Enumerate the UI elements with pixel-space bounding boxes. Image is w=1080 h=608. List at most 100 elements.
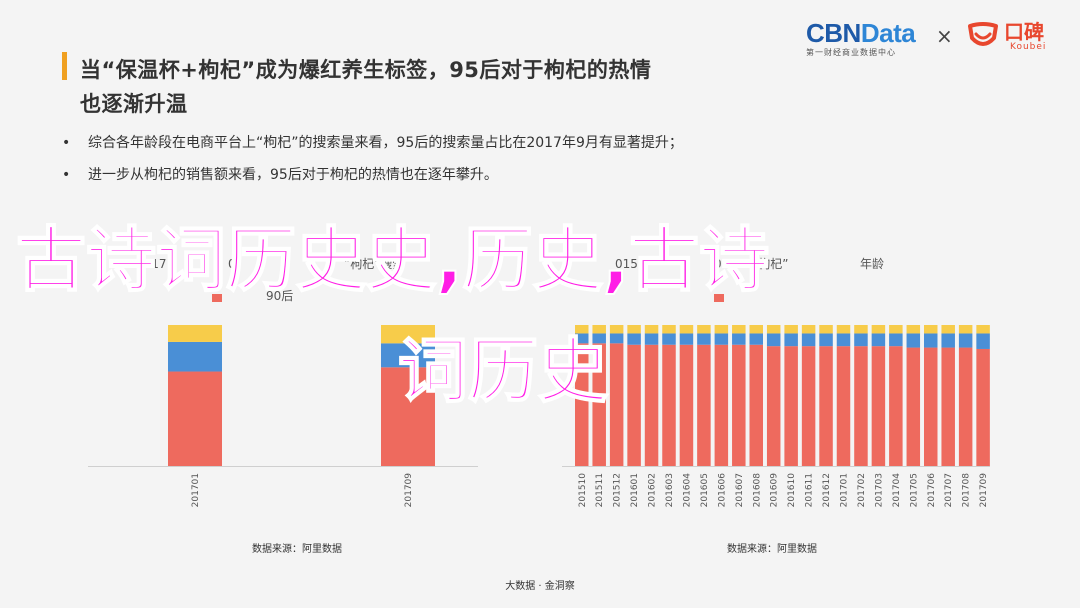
footer-slogan: 大数据 · 金洞察 xyxy=(505,581,575,592)
chart-right-bar-201601-s0 xyxy=(627,344,641,466)
chart-right-bar-201606-s1 xyxy=(714,333,729,345)
chart-right-bar-201510-s2 xyxy=(575,325,589,334)
koubei-logo-text: 口碑 xyxy=(1004,20,1044,44)
chart-right-bar-201702-s0 xyxy=(854,346,868,466)
chart-right-bar-201607-s0 xyxy=(732,344,746,466)
chart-right-bar-201602-s0 xyxy=(644,344,659,466)
bullet-2: • 进一步从枸杞的销售额来看，95后对于枸杞的热情也在逐年攀升。 xyxy=(62,167,498,183)
chart-left-bar-201701-s2 xyxy=(168,325,222,342)
bullet-1-text: 综合各年龄段在电商平台上“枸杞”的搜索量来看，95后的搜索量占比在2017年9月… xyxy=(88,135,683,151)
chart-left-title-fragment: 2017 xyxy=(136,257,167,271)
chart-right-tick-label: 201708 xyxy=(962,473,972,508)
chart-right-bar-201705-s0 xyxy=(906,347,921,466)
chart-right-bar-201704-s2 xyxy=(889,325,903,334)
chart-right-bar-201708-s0 xyxy=(958,347,973,466)
chart-left-bar-201701-s1 xyxy=(168,341,222,372)
chart-right-bar-201706-s2 xyxy=(924,325,938,334)
chart-right-bar-201601-s2 xyxy=(627,325,641,334)
chart-right-bar-201612-s2 xyxy=(819,325,833,334)
chart-right-bar-201511-s1 xyxy=(592,333,606,344)
heading-accent-bar xyxy=(62,52,67,80)
chart-right-tick-label: 201706 xyxy=(927,473,937,508)
chart-left-title-fragment: “枸杞”搜索 xyxy=(344,256,404,271)
chart-right-bar-201706-s0 xyxy=(924,347,938,466)
cbndata-logo: CBNData 第一财经商业数据中心 xyxy=(806,18,916,58)
chart-right-bar-201704-s0 xyxy=(889,346,903,466)
chart-right-tick-label: 201602 xyxy=(648,473,658,507)
chart-right-bar-201609-s1 xyxy=(766,333,781,347)
chart-right-bar-201705-s1 xyxy=(906,333,921,348)
chart-right-tick-label: 201609 xyxy=(770,473,780,508)
chart-right-bar-201612-s0 xyxy=(819,346,833,466)
chart-right-tick-label: 201709 xyxy=(979,473,989,508)
chart-right-bar-201607-s1 xyxy=(732,333,746,345)
chart-right-bar-201611-s2 xyxy=(801,325,816,334)
chart-left-bar-201701-s0 xyxy=(168,371,222,466)
chart-right-bar-201708-s1 xyxy=(958,333,973,348)
chart-right-bar-201709-s1 xyxy=(976,333,990,349)
chart-right-bar-201702-s1 xyxy=(854,333,868,347)
chart-right-bar-201701-s1 xyxy=(836,333,851,347)
chart-right-tick-label: 201606 xyxy=(717,473,727,508)
chart-left-bar-201709-s0 xyxy=(381,367,435,466)
chart-right-bar-201703-s0 xyxy=(871,346,886,466)
chart-right-bar-201601-s1 xyxy=(627,333,641,345)
chart-right-tick-label: 201612 xyxy=(822,473,832,507)
chart-right-bar-201610-s1 xyxy=(784,333,798,347)
koubei-logo-subtitle: Koubei xyxy=(1010,42,1047,52)
chart-right-tick-label: 201607 xyxy=(735,473,745,507)
cbn-logo-text: CBN xyxy=(806,18,861,48)
chart-right-bar-201703-s2 xyxy=(871,325,886,334)
chart-right-tick-label: 201605 xyxy=(700,473,710,507)
chart-right-tick-label: 201603 xyxy=(665,473,675,507)
chart-right-source: 数据来源：阿里数据 xyxy=(727,544,817,555)
chart-right-title-fragment: “枸杞” xyxy=(752,256,788,271)
bullet-1: • 综合各年龄段在电商平台上“枸杞”的搜索量来看，95后的搜索量占比在2017年9… xyxy=(62,135,683,151)
chart-right-bar-201709-s0 xyxy=(976,348,990,466)
chart-right-tick-label: 201704 xyxy=(892,473,902,508)
chart-right-title-fragment: 0 xyxy=(714,257,722,271)
partner-times-sign: × xyxy=(936,24,953,48)
chart-left-title-fragment: 90后 xyxy=(266,289,293,303)
chart-right-bar-201606-s2 xyxy=(714,325,729,334)
chart-right-bar-201701-s2 xyxy=(836,325,851,334)
chart-left-tick-label: 201709 xyxy=(404,473,414,508)
cbn-logo-subtitle: 第一财经商业数据中心 xyxy=(806,48,896,57)
chart-right-bar-201603-s2 xyxy=(662,325,676,334)
chart-left-source: 数据来源：阿里数据 xyxy=(252,544,342,555)
chart-right-tick-label: 201705 xyxy=(909,473,919,507)
chart-right-bar-201606-s0 xyxy=(714,344,729,466)
bullet-2-text: 进一步从枸杞的销售额来看，95后对于枸杞的热情也在逐年攀升。 xyxy=(88,167,498,183)
chart-right-bar-201512-s1 xyxy=(609,333,624,344)
chart-right-legend-swatch xyxy=(714,294,724,302)
chart-right-bar-201512-s2 xyxy=(609,325,624,334)
chart-left-legend-swatch xyxy=(212,294,222,302)
chart-right-tick-label: 201601 xyxy=(630,473,640,507)
chart-right-bar-201704-s1 xyxy=(889,333,903,347)
chart-right-tick-label: 201611 xyxy=(805,473,815,507)
chart-right-bar-201605-s2 xyxy=(697,325,711,334)
chart-right-tick-label: 201610 xyxy=(787,473,797,508)
chart-right-bar-201605-s1 xyxy=(697,333,711,345)
chart-right-tick-label: 201510 xyxy=(578,473,588,508)
chart-right-bar-201709-s2 xyxy=(976,325,990,334)
chart-right-bar-201703-s1 xyxy=(871,333,886,347)
chart-right-bar-201608-s1 xyxy=(749,333,763,345)
chart-right-bar-201610-s2 xyxy=(784,325,798,334)
chart-right-bar-201608-s2 xyxy=(749,325,763,334)
chart-right-tick-label: 201511 xyxy=(595,473,605,507)
chart-right-bar-201611-s1 xyxy=(801,333,816,347)
chart-right-bar-201604-s2 xyxy=(679,325,694,334)
overlay-text-line-1: 古诗词历史史,历史,古诗 xyxy=(15,219,770,301)
chart-right-bar-201604-s1 xyxy=(679,333,694,345)
chart-right-bar-201707-s0 xyxy=(941,347,955,466)
chart-right-bar-201609-s2 xyxy=(766,325,781,334)
chart-right-tick-label: 201701 xyxy=(840,473,850,507)
chart-right-bar-201610-s0 xyxy=(784,346,798,466)
chart-right-tick-label: 201604 xyxy=(682,473,692,508)
chart-left-bar-201709-s2 xyxy=(381,325,435,344)
chart-right-tick-label: 201512 xyxy=(613,473,623,507)
chart-right-bar-201602-s1 xyxy=(644,333,659,345)
chart-right-bar-201602-s2 xyxy=(644,325,659,334)
